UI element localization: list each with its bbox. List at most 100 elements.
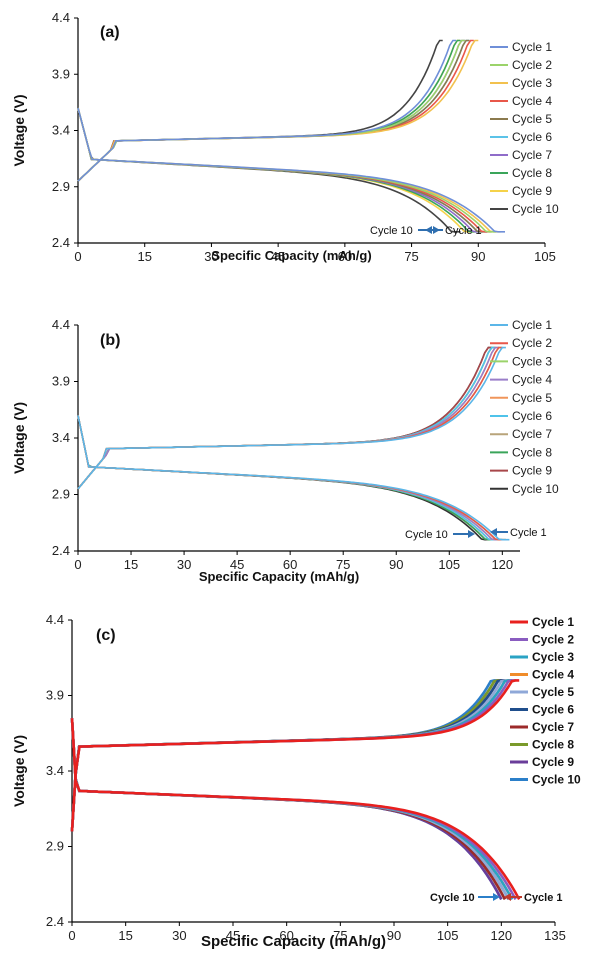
series-line-charge [70,679,502,832]
arrowhead-cycle-1 [425,226,432,234]
series-line-discharge [70,718,521,901]
legend-label: Cycle 9 [512,464,552,478]
series-line-charge [70,679,505,832]
x-tick-label: 120 [491,557,513,572]
legend-label: Cycle 7 [532,720,574,734]
legend-label: Cycle 1 [512,40,552,54]
panel-label: (b) [100,332,120,349]
x-tick-label: 105 [534,249,556,264]
legend-label: Cycle 7 [512,148,552,162]
series-line-charge [77,39,461,182]
legend-label: Cycle 3 [512,354,552,368]
x-tick-label: 30 [177,557,191,572]
legend-label: Cycle 4 [532,668,574,682]
series-line-charge [70,679,509,832]
x-tick-label: 90 [387,928,401,943]
legend-label: Cycle 10 [512,482,559,496]
x-tick-label: 30 [204,249,218,264]
y-tick-label: 3.9 [46,688,64,703]
series-line-charge [77,346,503,490]
x-tick-label: 0 [68,928,75,943]
y-tick-label: 3.4 [46,763,64,778]
x-tick-label: 15 [124,557,138,572]
series-line-charge [70,679,502,832]
panel-label: (c) [96,627,116,644]
legend-label: Cycle 5 [532,685,574,699]
legend-label: Cycle 8 [532,738,574,752]
legend-label: Cycle 4 [512,94,552,108]
x-tick-label: 135 [544,928,566,943]
legend-label: Cycle 4 [512,373,552,387]
legend-label: Cycle 8 [512,166,552,180]
series-line-charge [70,679,498,832]
annotation-cycle-10: Cycle 10 [405,529,448,541]
legend-label: Cycle 6 [532,703,574,717]
y-axis-label: Voltage (V) [11,94,27,166]
x-tick-label: 105 [438,557,460,572]
legend-label: Cycle 8 [512,445,552,459]
x-axis-label: Specific Capacity (mAh/g) [199,569,359,584]
x-tick-label: 15 [118,928,132,943]
legend-label: Cycle 2 [512,58,552,72]
annotation-cycle-10: Cycle 10 [370,225,413,237]
x-tick-label: 0 [74,249,81,264]
legend-label: Cycle 10 [532,773,581,787]
series-line-charge [70,679,513,832]
x-tick-label: 45 [226,928,240,943]
series-line-charge [70,679,505,832]
legend-label: Cycle 1 [532,615,574,629]
x-axis-label: Specific Capacity (mAh/g) [211,248,371,263]
legend-label: Cycle 10 [512,202,559,216]
series-line-charge [77,346,496,490]
series-line-charge [77,346,506,490]
x-tick-label: 60 [283,557,297,572]
x-tick-label: 105 [437,928,459,943]
series-line-discharge [77,415,510,541]
x-tick-label: 0 [74,557,81,572]
arrowhead-cycle-10 [493,893,500,901]
legend-label: Cycle 3 [532,650,574,664]
series-line-charge [77,346,499,490]
y-tick-label: 2.9 [46,839,64,854]
x-tick-label: 45 [230,557,244,572]
series-line-charge [77,346,499,490]
y-tick-label: 2.4 [52,235,70,250]
y-tick-label: 3.4 [52,430,70,445]
y-tick-label: 4.4 [52,317,70,332]
x-tick-label: 90 [389,557,403,572]
annotation-cycle-1: Cycle 1 [510,527,547,539]
x-tick-label: 75 [404,249,418,264]
x-tick-label: 75 [333,928,347,943]
series-line-charge [77,39,461,182]
annotation-cycle-1: Cycle 1 [524,892,563,904]
panel-label: (a) [100,24,120,41]
series-line-charge [77,346,492,490]
legend-label: Cycle 5 [512,112,552,126]
x-tick-label: 90 [471,249,485,264]
chart-panel-1: 0 15 30 45 60 75 90 105 2.4 2.9 3.4 3.9 4.4 Specific … [11,10,559,264]
x-tick-label: 75 [336,557,350,572]
y-axis-label: Voltage (V) [11,402,27,474]
x-tick-label: 15 [137,249,151,264]
legend-label: Cycle 3 [512,76,552,90]
y-axis-label: Voltage (V) [11,735,27,807]
series-line-charge [77,346,496,490]
legend-label: Cycle 1 [512,318,552,332]
series-line-charge [77,39,465,182]
legend-label: Cycle 6 [512,130,552,144]
series-line-charge [70,679,513,832]
series-line-charge [77,39,443,182]
chart-panel-3: 0 15 30 45 60 75 90 105 120 135 2.4 2.9 3.4 3.9 4.4 Spe… [11,612,581,950]
x-tick-label: 30 [172,928,186,943]
y-tick-label: 2.4 [46,914,64,929]
chart-panel-2: 0 15 30 45 60 75 90 105 120 2.4 2.9 3.4 3.9 4.4 Specif… [11,317,559,584]
y-tick-label: 4.4 [52,10,70,25]
y-tick-label: 3.4 [52,123,70,138]
arrowhead-cycle-10 [468,530,475,538]
series-line-charge [77,39,456,182]
legend-label: Cycle 2 [512,336,552,350]
legend-label: Cycle 7 [512,427,552,441]
x-axis-label: Specific Capacity (mAh/g) [201,933,386,950]
x-tick-label: 60 [279,928,293,943]
y-tick-label: 3.9 [52,374,70,389]
